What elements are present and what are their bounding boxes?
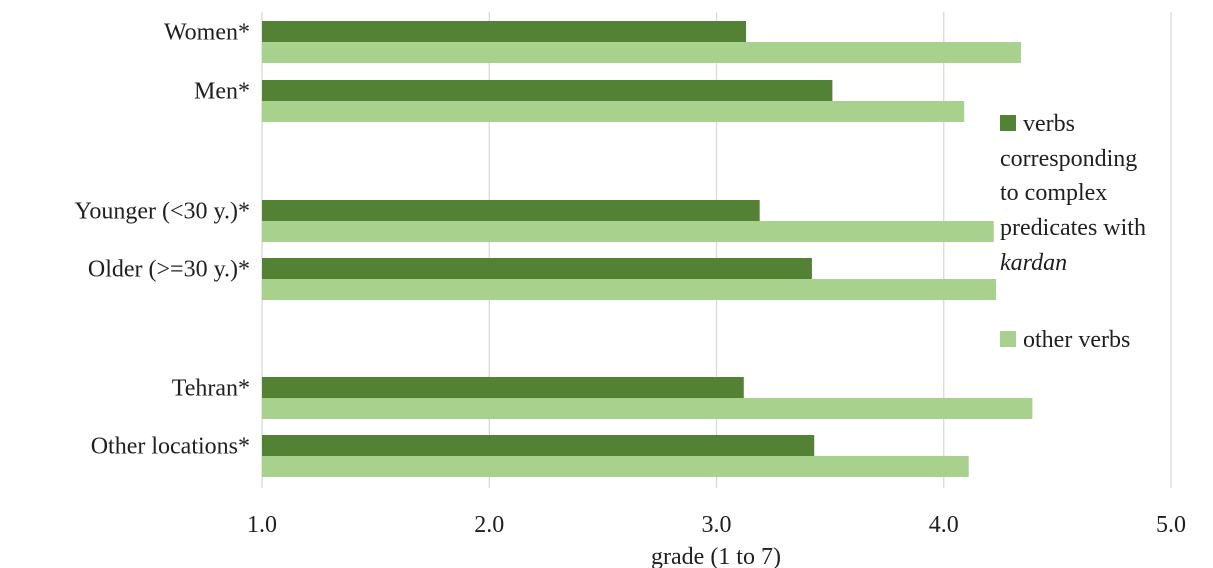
x-tick-labels: 1.0 2.0 3.0 4.0 5.0 [247,512,1186,538]
bar-other-0 [262,42,1022,63]
legend-label-other: other verbs [1023,327,1130,353]
x-tick-label-1: 2.0 [474,512,504,538]
legend: verbs corresponding to complex predicates w… [1000,111,1146,353]
category-label-1: Men* [194,79,250,105]
x-tick-label-2: 3.0 [702,512,732,538]
legend-label-kardan-line-1: corresponding [1000,146,1137,172]
bar-kardan-5 [262,435,815,456]
bar-layer [262,21,1033,477]
bar-other-5 [262,456,969,477]
x-tick-label-0: 1.0 [247,512,277,538]
x-tick-label-3: 4.0 [929,512,959,538]
category-label-4: Tehran* [172,376,250,402]
legend-label-kardan-line-2: to complex [1000,180,1107,206]
category-labels: Women* Men* Younger (<30 y.)* Older (>=30 y… [74,20,250,460]
bar-kardan-1 [262,80,833,101]
legend-swatch-kardan [1000,115,1016,131]
bar-kardan-4 [262,377,744,398]
x-tick-label-4: 5.0 [1156,512,1186,538]
x-axis-title: grade (1 to 7) [651,544,781,568]
bar-other-1 [262,101,965,122]
bar-kardan-2 [262,200,760,221]
category-label-3: Older (>=30 y.)* [88,257,250,283]
legend-label-kardan-line-0: verbs [1023,111,1075,137]
bar-other-2 [262,221,994,242]
legend-label-kardan-line-3: predicates with [1000,215,1146,241]
bar-kardan-0 [262,21,747,42]
category-label-5: Other locations* [91,434,250,460]
legend-label-kardan-line-4: kardan [1000,250,1067,276]
category-label-2: Younger (<30 y.)* [74,199,250,225]
bar-other-3 [262,279,997,300]
bar-other-4 [262,398,1033,419]
bar-kardan-3 [262,258,812,279]
legend-swatch-other [1000,331,1016,347]
category-label-0: Women* [164,20,250,46]
